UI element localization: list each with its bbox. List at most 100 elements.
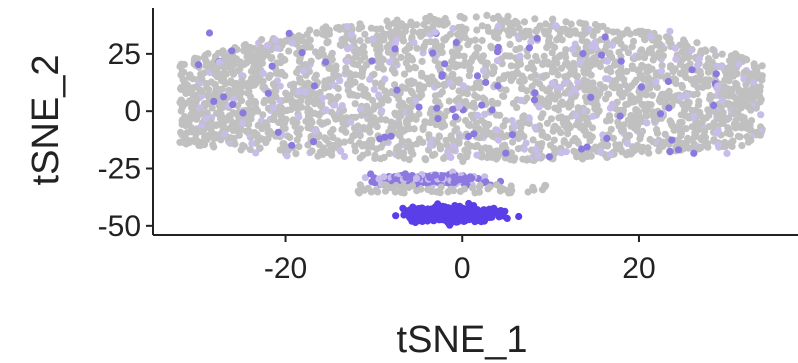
cell-point	[368, 178, 376, 186]
cell-point	[724, 85, 732, 93]
cell-point	[702, 114, 710, 122]
cell-point	[356, 181, 364, 189]
cell-point	[509, 99, 517, 107]
x-axis-title: tSNE_1	[397, 319, 528, 361]
cell-point	[484, 185, 492, 193]
cell-point	[324, 38, 332, 46]
cell-point	[249, 97, 257, 105]
cell-point	[383, 43, 391, 51]
y-tick-label: 0	[124, 95, 141, 128]
cell-point	[566, 123, 575, 131]
cell-point	[591, 60, 599, 68]
cell-point	[449, 142, 457, 151]
cell-point	[629, 37, 638, 46]
cell-point	[235, 131, 243, 139]
cell-point	[426, 109, 434, 117]
cell-point	[369, 35, 377, 43]
cell-point	[608, 100, 616, 108]
cell-point	[647, 32, 655, 40]
cell-point	[514, 145, 523, 153]
cell-point	[268, 62, 276, 70]
cell-point	[551, 122, 559, 130]
cell-point	[625, 131, 634, 140]
cell-point	[506, 19, 514, 27]
cell-point	[395, 143, 403, 151]
cell-point	[472, 119, 480, 127]
cell-point	[561, 60, 570, 68]
cell-point	[397, 184, 405, 192]
cell-point	[730, 107, 739, 115]
cell-point	[388, 89, 396, 97]
cell-point	[517, 96, 525, 104]
cell-point	[672, 92, 680, 100]
cell-point	[523, 52, 532, 60]
cell-point	[658, 62, 666, 70]
cell-point	[620, 44, 628, 52]
cell-point	[694, 61, 702, 69]
cell-point	[589, 54, 598, 62]
cell-point	[666, 147, 674, 156]
cell-point	[706, 76, 714, 84]
cell-point	[187, 124, 196, 132]
cell-point	[713, 129, 721, 137]
cell-point	[474, 111, 482, 119]
cell-point	[461, 146, 469, 154]
cell-point	[696, 108, 704, 116]
cell-point	[381, 75, 389, 83]
cell-point	[696, 144, 704, 153]
cell-point	[449, 24, 457, 33]
cell-point	[637, 46, 646, 54]
cell-point	[358, 65, 366, 73]
cell-point	[727, 139, 735, 147]
cell-point	[543, 44, 551, 52]
cell-point	[583, 38, 591, 46]
cell-point	[478, 101, 486, 109]
cell-point	[309, 138, 318, 146]
cell-point	[520, 145, 529, 153]
cell-point	[386, 58, 394, 66]
cell-point	[246, 78, 254, 86]
cell-point	[571, 134, 579, 143]
cell-point	[515, 24, 523, 32]
cell-point	[455, 139, 463, 147]
cell-point	[607, 125, 615, 133]
cell-point	[361, 125, 369, 133]
cell-point	[560, 137, 568, 145]
y-tick-label: -50	[98, 210, 141, 243]
cell-point	[366, 109, 374, 117]
cell-point	[375, 91, 383, 99]
cell-point	[463, 140, 472, 148]
cell-point	[476, 84, 484, 92]
cell-point	[189, 91, 197, 100]
cell-point	[491, 148, 499, 156]
cell-point	[440, 35, 448, 43]
cell-point	[197, 122, 206, 130]
cell-point	[530, 96, 539, 104]
cell-point	[694, 126, 702, 134]
cell-point	[617, 57, 625, 65]
cell-point	[528, 63, 536, 71]
cell-point	[357, 111, 365, 119]
cell-point	[434, 81, 442, 89]
cell-point	[479, 67, 488, 75]
cell-point	[488, 106, 496, 114]
cell-point	[364, 93, 372, 101]
cell-point	[203, 83, 211, 91]
cell-point	[513, 68, 521, 76]
cell-point	[493, 48, 502, 56]
cell-point	[723, 129, 731, 137]
cell-point	[239, 141, 247, 150]
cell-point	[742, 99, 750, 107]
cell-point	[529, 136, 537, 144]
cell-point	[652, 126, 661, 134]
cell-point	[367, 170, 375, 178]
cell-point	[445, 64, 453, 72]
cell-point	[347, 118, 355, 126]
cell-point	[244, 57, 252, 65]
cell-point	[648, 49, 656, 58]
cell-point	[525, 114, 533, 122]
cell-point	[380, 173, 388, 181]
cell-point	[460, 52, 468, 60]
cell-point	[399, 127, 407, 135]
cell-point	[264, 89, 272, 97]
